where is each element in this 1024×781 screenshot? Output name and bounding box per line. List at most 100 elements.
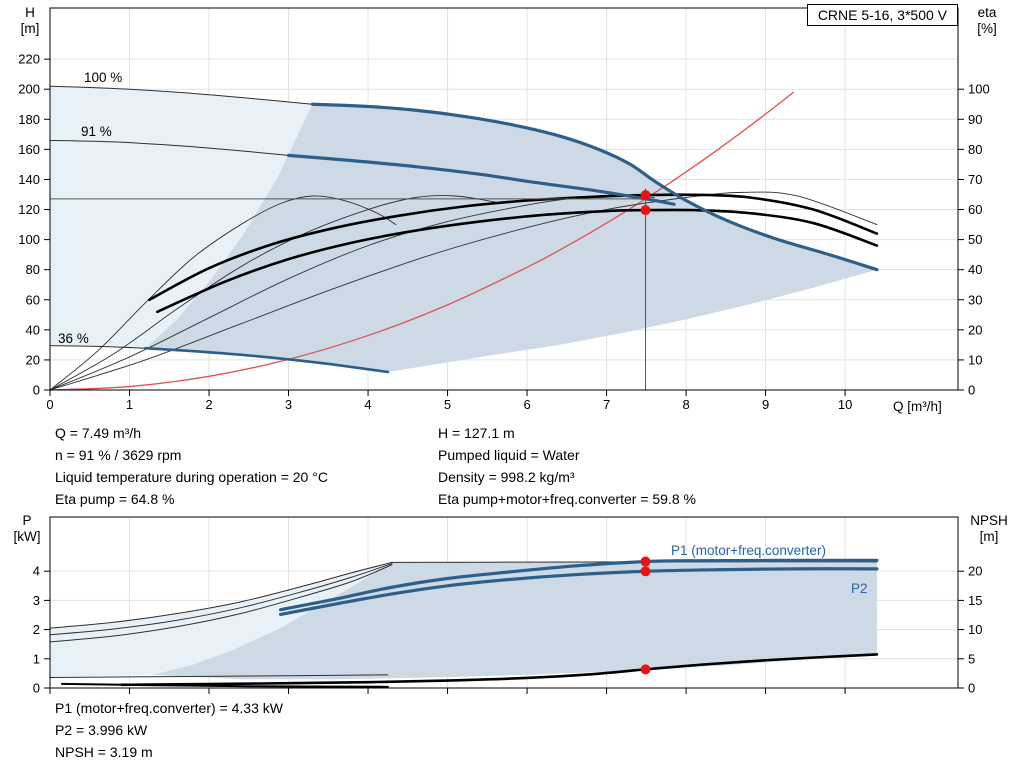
- density-text: Density = 998.2 kg/m³: [438, 469, 575, 485]
- pump-name-box: CRNE 5-16, 3*500 V: [806, 4, 958, 26]
- bottom-chart: 0 1 2 3 4 0 5 10 15 20: [33, 516, 982, 696]
- speed-100-label: 100 %: [84, 70, 123, 85]
- npsh-axis-label: NPSH [m]: [958, 513, 1020, 545]
- left-tick-label: 100: [18, 232, 40, 247]
- x-tick-label: 2: [205, 397, 212, 412]
- x-tick-label: 3: [285, 397, 292, 412]
- q-axis-label: Q [m³/h]: [893, 399, 942, 414]
- duty-point-dot: [640, 556, 651, 567]
- duty-info-left: Q = 7.49 m³/h n = 91 % / 3629 rpm Liquid…: [55, 422, 328, 510]
- region-operating-dark: [153, 561, 877, 680]
- curve-system-curve: [49, 91, 795, 391]
- curve-eta-total: [156, 208, 879, 314]
- curve-p-100-thin-b: [49, 563, 393, 636]
- right-tick-label: 40: [968, 262, 982, 277]
- right-tick-label: 0: [968, 681, 975, 696]
- eta-total-text: Eta pump+motor+freq.converter = 59.8 %: [438, 491, 696, 507]
- p-axis-label-line2: [kW]: [13, 529, 41, 544]
- curve-p-100-thin-c: [49, 564, 393, 643]
- eta-axis-label-line2: [%]: [977, 21, 997, 36]
- left-tick-label: 160: [18, 142, 40, 157]
- duty-point-dot: [640, 190, 651, 201]
- right-tick-label: 20: [968, 322, 982, 337]
- duty-point-dot: [640, 664, 651, 675]
- top-chart: 0204060801001201401601802002200102030405…: [18, 7, 990, 412]
- x-tick-label: 5: [444, 397, 451, 412]
- npsh-axis-label-line2: [m]: [979, 529, 999, 544]
- curve-qh-36-thin: [49, 345, 146, 349]
- plot-frame: [49, 7, 959, 391]
- x-tick-label: 10: [838, 397, 852, 412]
- right-tick-label: 0: [968, 383, 975, 398]
- plot-frame: [49, 516, 959, 689]
- left-tick-label: 4: [33, 564, 40, 579]
- h-axis-label-line1: H: [25, 5, 35, 20]
- curve-p1: [278, 558, 879, 612]
- power-info: P1 (motor+freq.converter) = 4.33 kW P2 =…: [55, 697, 283, 763]
- curve-qh-91: [286, 153, 676, 206]
- h-axis-label: H [m]: [12, 5, 48, 37]
- curve-qh-91-thin: [49, 139, 290, 156]
- left-tick-label: 200: [18, 82, 40, 97]
- speed-91-label: 91 %: [81, 124, 112, 139]
- curve-npsh: [120, 653, 879, 687]
- curve-eta-pump: [148, 193, 879, 302]
- right-tick-label: 15: [968, 593, 982, 608]
- left-tick-label: 60: [26, 292, 40, 307]
- right-tick-label: 30: [968, 292, 982, 307]
- right-tick-label: 80: [968, 142, 982, 157]
- region-low-speed-pale: [50, 562, 392, 677]
- h-axis-label-line2: [m]: [20, 21, 40, 36]
- eta-pump-text: Eta pump = 64.8 %: [55, 491, 175, 507]
- p-axis-label-line1: P: [22, 513, 32, 528]
- right-tick-label: 50: [968, 232, 982, 247]
- curve-p-min: [60, 682, 389, 688]
- left-tick-label: 3: [33, 593, 40, 608]
- left-tick-label: 20: [26, 352, 40, 367]
- duty-flow-text: Q = 7.49 m³/h: [55, 425, 141, 441]
- npsh-axis-label-line1: NPSH: [970, 513, 1008, 528]
- p1-curve-label: P1 (motor+freq.converter): [671, 543, 826, 558]
- left-tick-label: 80: [26, 262, 40, 277]
- x-tick-label: 8: [682, 397, 689, 412]
- left-tick-label: 220: [18, 52, 40, 67]
- duty-point-dot: [640, 205, 651, 216]
- right-tick-label: 10: [968, 622, 982, 637]
- x-tick-label: 7: [603, 397, 610, 412]
- eta-axis-label: eta [%]: [962, 5, 1012, 37]
- right-tick-label: 5: [968, 651, 975, 666]
- right-tick-label: 20: [968, 564, 982, 579]
- curve-p2: [278, 567, 879, 617]
- curve-eta-100: [49, 191, 878, 391]
- right-tick-label: 60: [968, 202, 982, 217]
- x-tick-label: 1: [126, 397, 133, 412]
- curve-qh-100: [310, 102, 879, 272]
- duty-head-text: H = 127.1 m: [438, 425, 515, 441]
- eta-axis-label-line1: eta: [977, 5, 997, 20]
- left-tick-label: 1: [33, 651, 40, 666]
- left-tick-label: 140: [18, 172, 40, 187]
- duty-info-right: H = 127.1 m Pumped liquid = Water Densit…: [438, 422, 696, 510]
- left-tick-label: 0: [33, 383, 40, 398]
- x-tick-label: 0: [46, 397, 53, 412]
- right-tick-label: 70: [968, 172, 982, 187]
- p-axis-label: P [kW]: [6, 513, 48, 545]
- curve-qh-36: [144, 346, 390, 374]
- p2-curve-label: P2: [851, 581, 868, 596]
- curve-qh-100-thin: [49, 85, 313, 105]
- left-tick-label: 40: [26, 322, 40, 337]
- speed-36-label: 36 %: [58, 331, 89, 346]
- left-tick-label: 180: [18, 112, 40, 127]
- npsh-value-text: NPSH = 3.19 m: [55, 744, 153, 760]
- x-tick-label: 9: [762, 397, 769, 412]
- curve-p-36-thin: [49, 674, 389, 678]
- region-operating-dark: [145, 104, 877, 372]
- liquid-temp-text: Liquid temperature during operation = 20…: [55, 469, 328, 485]
- pumped-liquid-text: Pumped liquid = Water: [438, 447, 580, 463]
- right-tick-label: 90: [968, 112, 982, 127]
- x-tick-label: 4: [364, 397, 371, 412]
- curve-p-100-thin-a: [49, 561, 393, 629]
- duty-speed-text: n = 91 % / 3629 rpm: [55, 447, 182, 463]
